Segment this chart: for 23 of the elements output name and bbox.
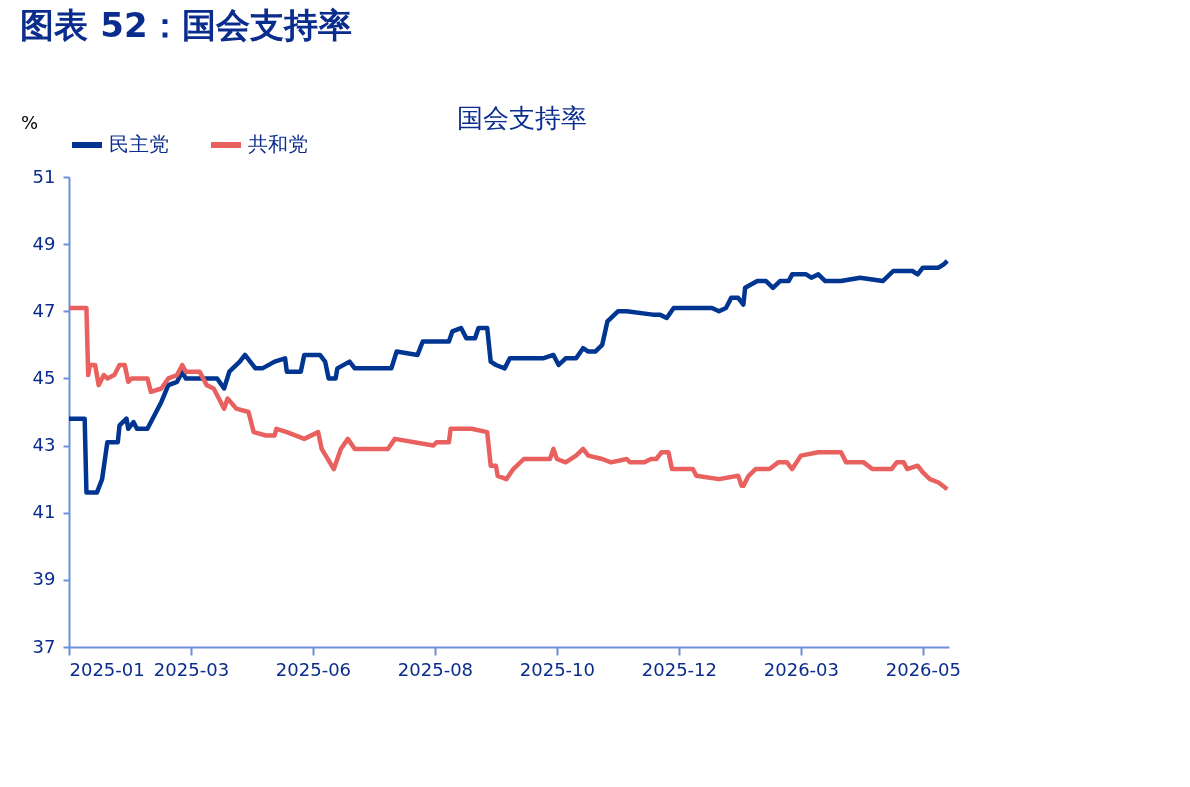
line-series — [66, 258, 950, 495]
line-series — [66, 305, 950, 492]
y-tick-label: 51 — [32, 165, 56, 187]
x-tick-label: 2026-03 — [763, 658, 839, 680]
y-axis-title: % — [20, 111, 39, 133]
y-tick-label: 41 — [32, 501, 56, 523]
y-tick-label: 39 — [32, 568, 56, 590]
x-tick-label: 2025-06 — [275, 658, 352, 680]
x-tick-label: 2025-10 — [519, 658, 596, 680]
legend-label: 民主党 — [109, 132, 169, 156]
x-tick-label: 2025-12 — [641, 658, 718, 680]
x-tick-label: 2025-01 — [69, 658, 145, 680]
x-tick-label: 2025-03 — [153, 658, 230, 680]
y-tick-label: 47 — [32, 299, 56, 321]
chart-title: 图表 52：国会支持率 — [20, 5, 352, 45]
y-tick-label: 49 — [32, 232, 56, 254]
legend-label: 共和党 — [248, 132, 308, 156]
y-tick-label: 43 — [32, 434, 56, 456]
x-tick-label: 2026-05 — [885, 658, 961, 680]
y-tick-label: 45 — [32, 366, 56, 388]
x-tick-label: 2025-08 — [397, 658, 474, 680]
y-tick-label: 37 — [32, 635, 56, 657]
chart-subtitle: 国会支持率 — [457, 103, 587, 133]
